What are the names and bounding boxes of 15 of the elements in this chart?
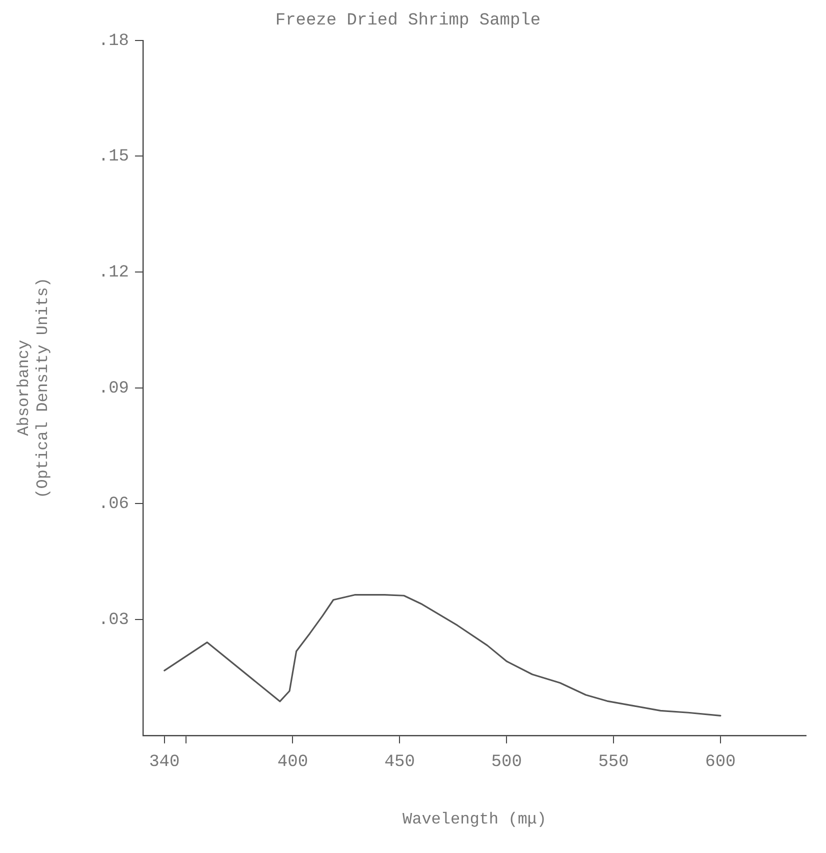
y-tick-label: .09: [98, 379, 130, 398]
y-tick-label: .03: [98, 611, 130, 630]
x-axis-title: Wavelength (mμ): [402, 810, 547, 829]
x-tick-label: 400: [277, 753, 308, 772]
y-tick-label: .15: [98, 148, 130, 167]
x-tick-label: 600: [705, 753, 736, 772]
x-tick-label: 500: [491, 753, 522, 772]
x-tick-label: 550: [598, 753, 629, 772]
y-tick-label: .12: [98, 264, 130, 283]
y-tick-label: .06: [98, 495, 130, 514]
y-axis-title: Absorbancy (Optical Density Units): [14, 277, 52, 498]
y-tick-label: .18: [98, 32, 130, 51]
chart-title: Freeze Dried Shrimp Sample: [275, 12, 541, 31]
x-tick-label: 340: [149, 753, 180, 772]
x-tick-label: 450: [384, 753, 415, 772]
